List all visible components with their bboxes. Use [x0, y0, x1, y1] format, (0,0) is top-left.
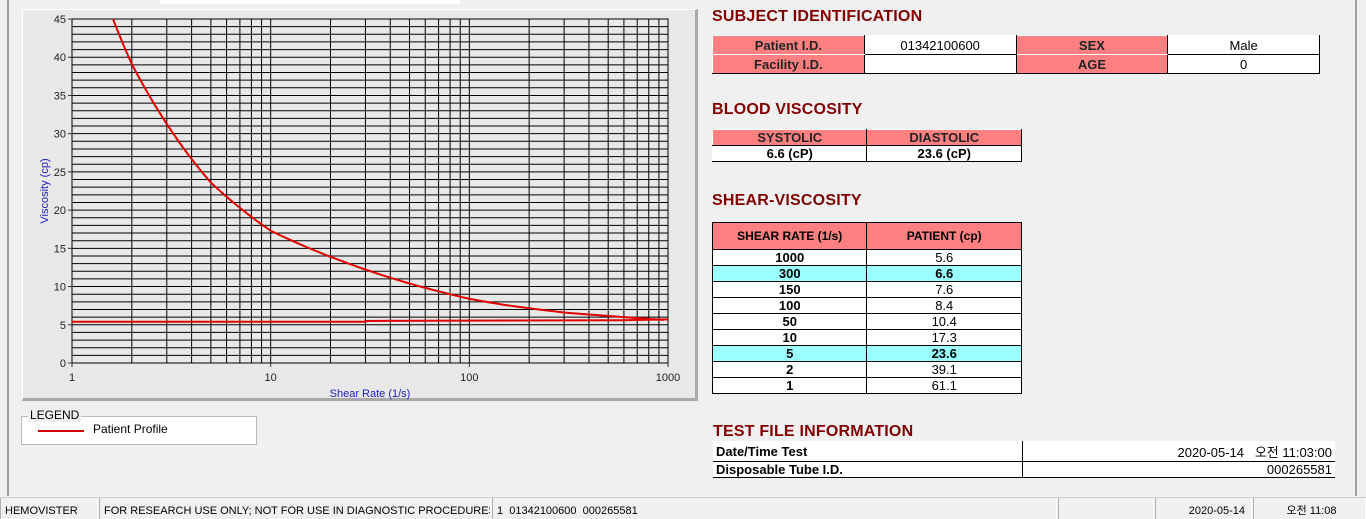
shear-rate: 150	[711, 281, 868, 298]
status-file: 1 01342100600 000265581	[492, 498, 1057, 519]
status-app: HEMOVISTER	[0, 498, 98, 519]
y-tick-label: 0	[60, 358, 66, 370]
x-tick-label: 100	[460, 372, 478, 384]
shear-rate: 100	[711, 297, 868, 314]
shear-rate: 5	[711, 345, 868, 362]
y-tick-label: 35	[54, 90, 66, 102]
tube-id-value: 000265581	[1022, 461, 1335, 478]
datetime-label: Date/Time Test	[713, 441, 1023, 462]
test-file-table: Date/Time Test 2020-05-14 오전 11:03:00 Di…	[713, 441, 1335, 478]
status-bar: HEMOVISTER FOR RESEARCH USE ONLY; NOT FO…	[0, 497, 1366, 519]
patient-viscosity: 7.6	[866, 281, 1022, 298]
y-axis-label: Viscosity (cp)	[39, 158, 51, 223]
status-time: 오전 11:08	[1253, 498, 1366, 519]
tube-id-label: Disposable Tube I.D.	[713, 461, 1023, 478]
y-tick-label: 5	[60, 320, 66, 332]
patient-id-value: 01342100600	[863, 35, 1017, 55]
shear-row: 50 10.4	[711, 313, 1022, 330]
diastolic-value: 23.6 (cP)	[866, 145, 1022, 162]
y-tick-label: 15	[54, 243, 66, 255]
shear-rate: 1	[711, 377, 868, 394]
viscosity-chart: 0 5 10 15 20 25 30 35 40 45 1 10 100 1000 Shear Rate (…	[39, 14, 680, 400]
age-value: 0	[1167, 54, 1320, 74]
x-tick-label: 10	[265, 372, 277, 384]
legend-title: LEGEND	[28, 408, 82, 422]
patient-viscosity: 23.6	[866, 345, 1022, 362]
patient-id-label: Patient I.D.	[712, 35, 865, 55]
diastolic-label: DIASTOLIC	[866, 129, 1022, 146]
y-tick-label: 40	[54, 52, 66, 64]
shear-rate: 2	[711, 361, 868, 378]
series-line	[72, 318, 668, 323]
facility-label: Facility I.D.	[712, 54, 865, 74]
systolic-label: SYSTOLIC	[711, 129, 868, 146]
y-tick-label: 25	[54, 167, 66, 179]
shear-viscosity-title: SHEAR-VISCOSITY	[712, 192, 862, 209]
patient-viscosity: 17.3	[866, 329, 1022, 346]
col-patient: PATIENT (cp)	[866, 222, 1022, 250]
subject-table: Patient I.D. 01342100600 SEX Male Facili…	[712, 35, 1320, 74]
datetime-value: 2020-05-14 오전 11:03:00	[1022, 441, 1335, 462]
status-blank	[1058, 498, 1154, 519]
top-strip	[160, 0, 460, 4]
series-line	[111, 19, 665, 321]
x-tick-label: 1000	[656, 372, 680, 384]
x-axis-label: Shear Rate (1/s)	[330, 388, 411, 400]
shear-row: 2 39.1	[711, 361, 1022, 378]
shear-row: 300 6.6	[711, 265, 1022, 282]
patient-viscosity: 6.6	[866, 265, 1022, 282]
blood-viscosity-table: SYSTOLIC DIASTOLIC 6.6 (cP) 23.6 (cP)	[711, 129, 1022, 162]
sex-label: SEX	[1015, 35, 1169, 55]
subject-title: SUBJECT IDENTIFICATION	[712, 8, 923, 25]
shear-row: 1 61.1	[711, 377, 1022, 394]
col-shear-rate: SHEAR RATE (1/s)	[711, 222, 868, 250]
shear-rate: 1000	[711, 249, 868, 266]
legend-label: Patient Profile	[93, 422, 168, 436]
patient-viscosity: 39.1	[866, 361, 1022, 378]
age-label: AGE	[1015, 54, 1169, 74]
shear-row: 100 8.4	[711, 297, 1022, 314]
shear-rate: 300	[711, 265, 868, 282]
shear-row: 1000 5.6	[711, 249, 1022, 266]
y-tick-label: 30	[54, 129, 66, 141]
right-border	[1355, 0, 1357, 496]
patient-viscosity: 5.6	[866, 249, 1022, 266]
shear-row: 5 23.6	[711, 345, 1022, 362]
legend-swatch	[38, 430, 84, 432]
shear-viscosity-table: SHEAR RATE (1/s) PATIENT (cp) 1000 5.6 300…	[711, 222, 1022, 394]
patient-viscosity: 10.4	[866, 313, 1022, 330]
shear-rate: 10	[711, 329, 868, 346]
left-border	[7, 0, 9, 496]
shear-row: 150 7.6	[711, 281, 1022, 298]
patient-viscosity: 8.4	[866, 297, 1022, 314]
y-tick-label: 20	[54, 205, 66, 217]
status-notice: FOR RESEARCH USE ONLY; NOT FOR USE IN DI…	[99, 498, 491, 519]
x-tick-label: 1	[69, 372, 75, 384]
systolic-value: 6.6 (cP)	[711, 145, 868, 162]
status-date: 2020-05-14	[1155, 498, 1252, 519]
y-tick-label: 45	[54, 14, 66, 26]
y-tick-label: 10	[54, 282, 66, 294]
shear-row: 10 17.3	[711, 329, 1022, 346]
blood-viscosity-title: BLOOD VISCOSITY	[712, 101, 863, 118]
patient-viscosity: 61.1	[866, 377, 1022, 394]
facility-value	[863, 54, 1017, 74]
shear-rate: 50	[711, 313, 868, 330]
plot-area	[71, 18, 669, 364]
test-file-title: TEST FILE INFORMATION	[713, 423, 914, 440]
sex-value: Male	[1167, 35, 1320, 55]
